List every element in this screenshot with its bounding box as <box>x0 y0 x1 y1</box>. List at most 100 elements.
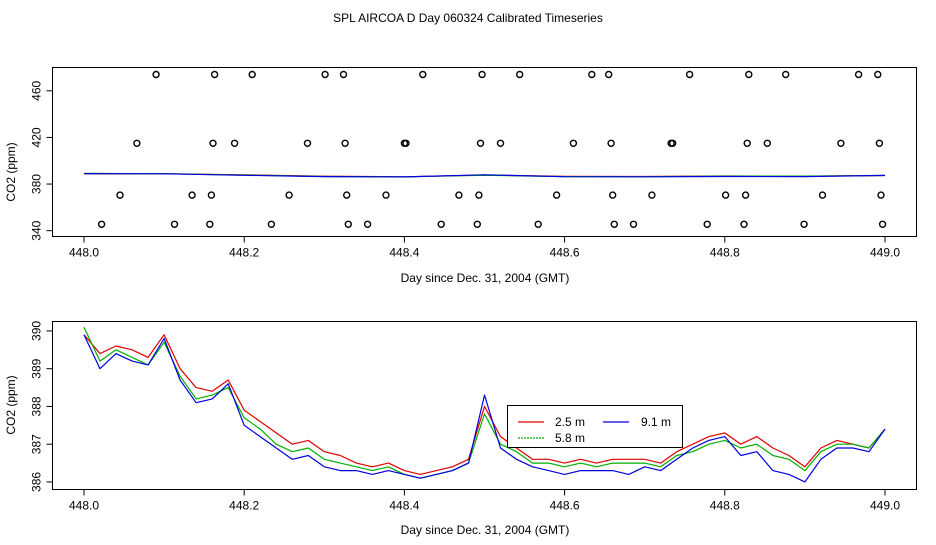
top-series-lines <box>83 172 886 178</box>
calibration-point <box>475 191 483 199</box>
calibration-point <box>341 139 349 148</box>
calibration-point <box>703 220 711 229</box>
calibration-point <box>363 220 372 229</box>
calibration-point <box>741 191 750 199</box>
calibration-point <box>207 191 216 199</box>
calibration-point <box>116 191 124 199</box>
y-tick-label: 386 <box>30 472 44 492</box>
top-y-axis-label: CO2 (ppm) <box>4 142 18 201</box>
calibration-point <box>516 70 524 79</box>
calibration-point <box>878 220 887 229</box>
calibration-point <box>875 139 884 148</box>
calibration-point <box>588 70 596 79</box>
series-line-9.1m <box>83 173 886 178</box>
calibration-point <box>610 220 618 229</box>
series-line-5.8m <box>83 326 886 479</box>
calibration-point <box>685 70 694 79</box>
calibration-point <box>402 139 410 148</box>
calibration-point <box>854 70 863 79</box>
x-tick-label: 449.0 <box>870 499 900 513</box>
series-line-2.5m <box>83 334 886 475</box>
calibration-point <box>721 191 730 199</box>
legend: 2.5 m 9.1 m 5.8 m <box>507 405 683 448</box>
x-tick-label: 448.4 <box>389 499 419 513</box>
top-calibration-points <box>97 70 887 229</box>
calibration-point <box>800 220 808 229</box>
calibration-point <box>267 220 276 229</box>
calibration-point <box>188 191 196 199</box>
calibration-point <box>837 139 845 148</box>
y-tick-label: 420 <box>30 127 44 147</box>
bottom-plot-frame <box>52 321 917 490</box>
x-tick-label: 448.8 <box>710 499 740 513</box>
calibration-point <box>745 70 753 79</box>
calibration-point <box>97 220 106 229</box>
calibration-point <box>743 139 751 148</box>
x-tick-label: 448.8 <box>710 246 740 260</box>
calibration-point <box>476 139 485 148</box>
calibration-point <box>209 139 217 148</box>
calibration-point <box>133 139 141 148</box>
calibration-point <box>285 191 293 199</box>
legend-label-2.5m: 2.5 m <box>555 415 585 429</box>
calibration-point <box>321 70 329 79</box>
calibration-point <box>339 70 348 79</box>
calibration-point <box>303 139 312 148</box>
bottom-series-lines <box>83 326 886 483</box>
calibration-point <box>478 70 486 79</box>
legend-label-5.8m: 5.8 m <box>555 431 585 445</box>
calibration-point <box>496 139 505 148</box>
calibration-point <box>170 220 179 229</box>
x-tick-label: 448.6 <box>550 246 580 260</box>
x-tick-label: 448.2 <box>229 246 259 260</box>
calibration-point <box>763 139 771 148</box>
top-panel-calibration: 448.0 448.2 448.4 448.6 448.8 449.0 340 380 420 4… <box>4 67 917 285</box>
top-plot-frame <box>52 67 917 237</box>
calibration-point <box>648 191 656 199</box>
calibration-point <box>877 191 885 199</box>
x-tick-label: 449.0 <box>870 246 900 260</box>
x-tick-label: 448.6 <box>550 499 580 513</box>
y-tick-label: 389 <box>30 358 44 378</box>
calibration-point <box>455 191 463 199</box>
calibration-point <box>344 220 352 229</box>
figure-title: SPL AIRCOA D Day 060324 Calibrated Times… <box>333 11 603 25</box>
calibration-point <box>609 191 617 199</box>
calibration-point <box>230 139 239 148</box>
calibration-point <box>629 220 638 229</box>
calibration-point <box>607 139 615 148</box>
calibration-point <box>669 139 677 148</box>
calibration-point <box>473 220 481 229</box>
calibration-point <box>782 70 790 79</box>
calibration-point <box>552 191 561 199</box>
calibration-point <box>152 70 160 79</box>
y-tick-label: 340 <box>30 220 44 240</box>
calibration-point <box>874 70 882 79</box>
bottom-panel-timeseries: 448.0 448.2 448.4 448.6 448.8 449.0 386 387 388 3… <box>4 321 917 537</box>
x-tick-label: 448.0 <box>69 246 99 260</box>
calibration-point <box>343 191 351 199</box>
x-tick-label: 448.0 <box>69 499 99 513</box>
calibration-point <box>818 191 827 199</box>
series-line-9.1m <box>83 334 886 483</box>
x-tick-label: 448.4 <box>389 246 419 260</box>
x-tick-label: 448.2 <box>229 499 259 513</box>
calibration-point <box>740 220 748 229</box>
calibration-point <box>605 70 613 79</box>
y-tick-label: 460 <box>30 80 44 100</box>
bottom-x-axis-label: Day since Dec. 31, 2004 (GMT) <box>401 523 570 537</box>
top-x-axis-label: Day since Dec. 31, 2004 (GMT) <box>401 271 570 285</box>
legend-box <box>507 405 683 448</box>
calibration-point <box>382 191 390 199</box>
calibration-point <box>569 139 578 148</box>
y-tick-label: 388 <box>30 396 44 416</box>
calibration-point <box>419 70 427 79</box>
y-tick-label: 387 <box>30 434 44 454</box>
bottom-axis-ticks: 448.0 448.2 448.4 448.6 448.8 449.0 386 387 388 3… <box>30 321 901 513</box>
y-tick-label: 390 <box>30 321 44 341</box>
calibration-point <box>437 220 445 229</box>
bottom-y-axis-label: CO2 (ppm) <box>4 375 18 434</box>
calibration-point <box>206 220 214 229</box>
